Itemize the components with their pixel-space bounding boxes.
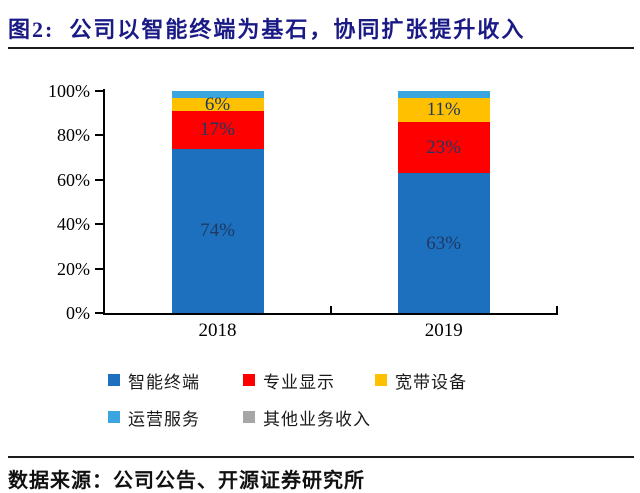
legend-swatch-icon [108, 374, 120, 386]
bar-segment: 11% [397, 97, 490, 123]
x-tick-mark [556, 306, 558, 314]
x-tick-mark [330, 306, 332, 314]
bar-segment: 63% [397, 173, 490, 313]
bar-segment: 6% [171, 93, 264, 115]
bar-segment-value-label: 6% [204, 93, 231, 115]
bar-segment [171, 91, 264, 98]
legend-item: 运营服务 [108, 407, 200, 429]
figure-title: 图2: 公司以智能终端为基石，协同扩张提升收入 [8, 17, 526, 42]
bar-segment: 74% [171, 148, 264, 313]
legend-item: 专业显示 [243, 370, 335, 392]
title-divider [8, 47, 634, 49]
x-category-label: 2019 [424, 320, 463, 341]
x-category-label: 2018 [198, 320, 237, 341]
legend-item: 智能终端 [108, 370, 200, 392]
legend-label: 其他业务收入 [263, 409, 371, 429]
legend-swatch-icon [243, 374, 255, 386]
y-tick-mark [95, 134, 103, 137]
y-axis-line [103, 89, 105, 315]
bar-segment-value-label: 74% [200, 220, 235, 242]
legend-swatch-icon [108, 411, 120, 423]
bar-segment-value-label: 17% [200, 119, 235, 141]
legend-item: 宽带设备 [375, 370, 467, 392]
data-source-note: 数据来源：公司公告、开源证券研究所 [8, 470, 365, 492]
legend-label: 专业显示 [263, 372, 335, 392]
bar-segment-value-label: 23% [426, 137, 462, 159]
legend-label: 运营服务 [128, 409, 200, 429]
y-tick-label: 0% [66, 303, 90, 323]
legend-swatch-icon [375, 374, 387, 386]
x-axis-line [103, 313, 558, 315]
y-tick-mark [95, 223, 103, 226]
stacked-bar-2019: 63% 23% 11% [397, 91, 490, 313]
plot-area: 74% 17% 6% 63% 23% 11% [105, 91, 557, 313]
y-tick-mark [95, 178, 103, 181]
legend-item: 其他业务收入 [243, 407, 371, 429]
stacked-bar-2018: 74% 17% 6% [171, 91, 264, 313]
y-tick-label: 100% [48, 81, 90, 101]
legend-label: 宽带设备 [395, 372, 467, 392]
y-tick-mark [95, 312, 103, 314]
y-tick-label: 40% [57, 214, 90, 235]
y-tick-label: 80% [57, 125, 90, 146]
y-tick-mark [95, 267, 103, 270]
bar-segment [397, 91, 490, 98]
y-tick-label: 60% [57, 169, 90, 190]
y-tick-mark [95, 90, 103, 92]
bar-segment: 23% [397, 122, 490, 174]
bar-segment-value-label: 11% [426, 99, 461, 121]
footer-divider [8, 456, 634, 458]
legend-swatch-icon [243, 411, 255, 423]
bar-segment-value-label: 63% [426, 232, 462, 254]
legend-label: 智能终端 [128, 372, 200, 392]
y-tick-label: 20% [57, 258, 90, 279]
bar-segment: 17% [171, 111, 264, 149]
